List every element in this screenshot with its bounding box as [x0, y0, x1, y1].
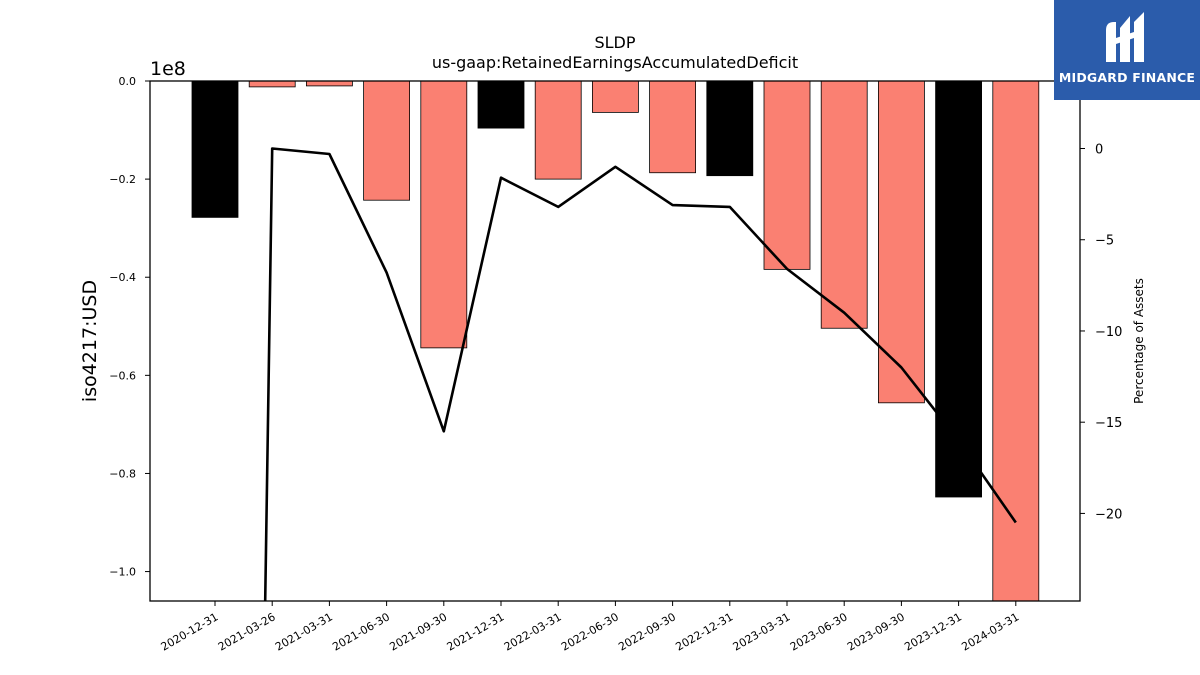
bar-2024-03-31	[992, 80, 1040, 602]
bar-2022-12-31	[706, 80, 754, 177]
bar-2022-06-30	[592, 80, 639, 113]
y-scale-label: 1e8	[150, 58, 186, 80]
bar-2022-09-30	[649, 80, 696, 174]
y2-tick-label: 0	[1095, 143, 1103, 158]
y2-tick-label: −20	[1095, 507, 1122, 522]
x-tick-label: 2022-12-31	[673, 610, 735, 653]
x-tick-label: 2024-03-31	[959, 610, 1021, 653]
x-tick-label: 2023-06-30	[788, 610, 850, 653]
x-tick-label: 2022-06-30	[559, 610, 621, 653]
x-tick-label: 2021-12-31	[445, 610, 507, 653]
y-axis-label: iso4217:USD	[79, 280, 101, 402]
x-tick-label: 2020-12-31	[159, 610, 221, 653]
bar-2023-09-30	[878, 80, 925, 404]
bar-2022-03-31	[534, 80, 582, 180]
brand-logo: MIDGARD FINANCE	[1054, 0, 1200, 100]
brand-mark-icon	[1106, 12, 1144, 62]
y2-axis-label: Percentage of Assets	[1132, 278, 1146, 404]
x-tick-label: 2022-03-31	[502, 610, 564, 653]
x-tick-label: 2023-09-30	[845, 610, 907, 653]
y-tick-label: −0.6	[109, 369, 136, 382]
bar-group	[191, 80, 1040, 602]
y2-axis-ticks: 0 −5 −10 −15 −20	[1080, 143, 1122, 522]
y-tick-label: 0.0	[119, 75, 137, 88]
y2-tick-label: −5	[1095, 234, 1114, 249]
bar-2023-06-30	[820, 80, 868, 329]
y2-tick-label: −15	[1095, 416, 1122, 431]
bar-2021-12-31	[477, 80, 525, 129]
chart-subtitle: us-gaap:RetainedEarningsAccumulatedDefic…	[432, 53, 798, 72]
bar-2023-12-31	[935, 80, 982, 498]
brand-name: MIDGARD FINANCE	[1058, 70, 1196, 85]
x-axis-ticks: 2020-12-312021-03-262021-03-312021-06-30…	[159, 601, 1021, 654]
bar-2023-03-31	[763, 80, 811, 270]
y-tick-label: −0.2	[109, 173, 136, 186]
y-axis-ticks: 0.0 −0.2 −0.4 −0.6 −0.8 −1.0	[109, 75, 150, 579]
chart-title: SLDP	[594, 33, 635, 52]
bar-2021-03-31	[305, 80, 353, 87]
x-tick-label: 2022-09-30	[616, 610, 678, 653]
bar-2021-03-26	[248, 80, 296, 88]
x-tick-label: 2021-09-30	[387, 610, 449, 653]
x-tick-label: 2021-03-31	[273, 610, 335, 653]
y-tick-label: −1.0	[109, 566, 136, 579]
y-tick-label: −0.4	[109, 271, 136, 284]
x-tick-label: 2023-03-31	[731, 610, 793, 653]
percentage-line	[263, 147, 1017, 602]
bar-2020-12-31	[191, 80, 239, 218]
bar-2021-06-30	[363, 80, 411, 201]
x-tick-label: 2023-12-31	[902, 610, 964, 653]
x-tick-label: 2021-06-30	[330, 610, 392, 653]
bar-2021-09-30	[420, 80, 468, 349]
y2-tick-label: −10	[1095, 325, 1122, 340]
y-tick-label: −0.8	[109, 467, 136, 480]
plot-frame	[149, 80, 1081, 602]
x-tick-label: 2021-03-26	[216, 610, 278, 653]
line-group	[263, 147, 1017, 602]
